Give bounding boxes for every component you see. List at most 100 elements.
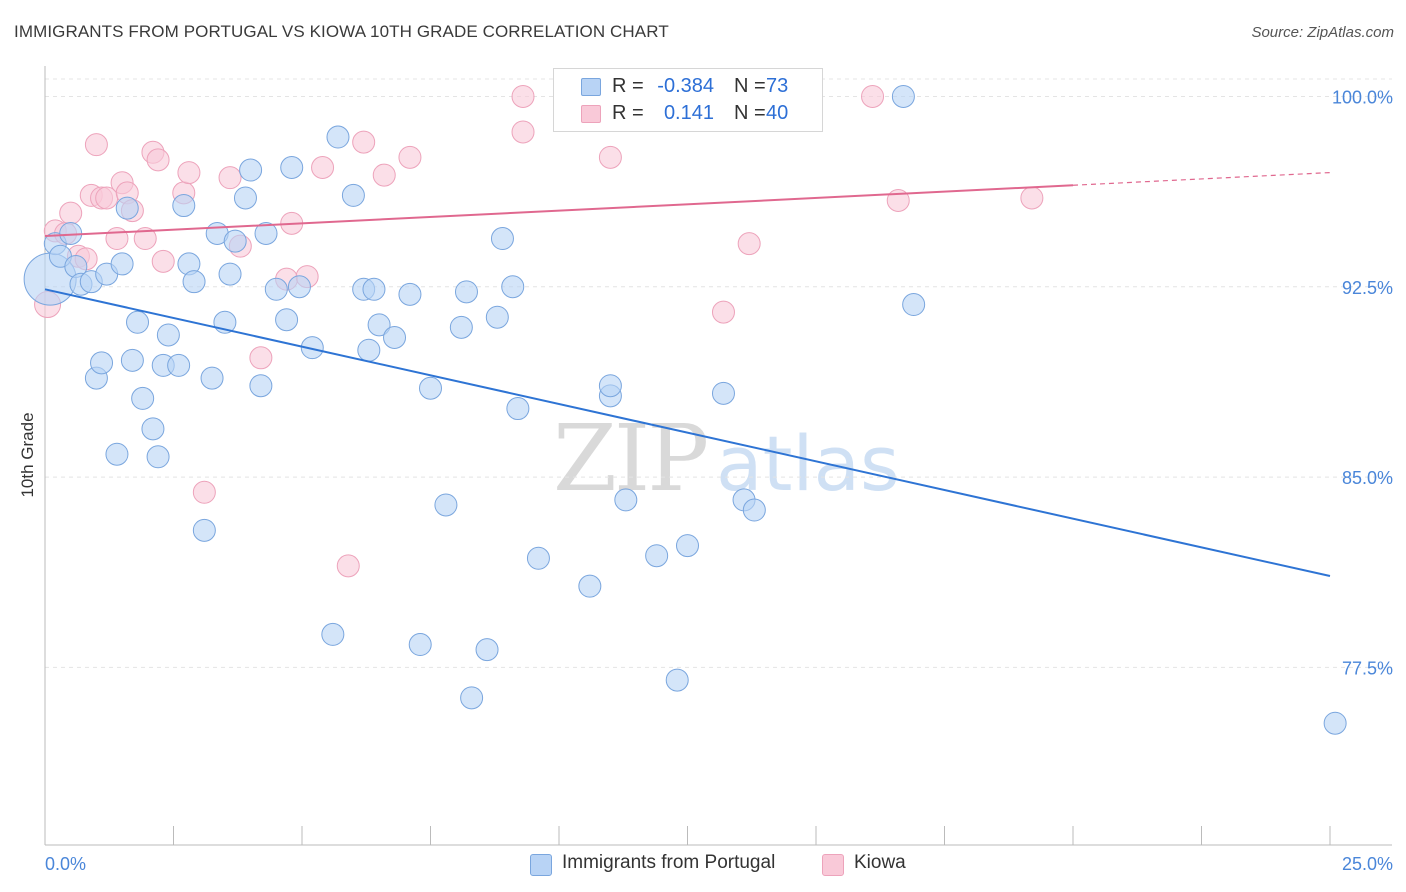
legend-label: Immigrants from Portugal xyxy=(562,852,776,873)
portugal-point xyxy=(146,445,170,469)
y-tick-label: 77.5% xyxy=(1342,658,1393,678)
portugal-point xyxy=(223,229,247,253)
portugal-point xyxy=(275,308,299,332)
kiowa-point xyxy=(105,227,129,251)
y-tick-label: 92.5% xyxy=(1342,278,1393,298)
portugal-point xyxy=(383,326,407,350)
legend-row-portugal: R = -0.384 N = 73 xyxy=(554,73,822,99)
portugal-point xyxy=(902,293,926,317)
portugal-point xyxy=(398,282,422,306)
blue-swatch xyxy=(530,854,552,876)
kiowa-point xyxy=(511,84,535,108)
kiowa-point xyxy=(177,161,201,185)
kiowa-point xyxy=(511,120,535,144)
n-label: N = xyxy=(734,102,766,124)
portugal-point xyxy=(341,183,365,207)
portugal-point xyxy=(192,518,216,542)
portugal-point xyxy=(321,622,345,646)
source-label: Source: ZipAtlas.com xyxy=(1251,24,1394,41)
portugal-point xyxy=(742,498,766,522)
n-label: N = xyxy=(734,75,766,97)
chart-title: IMMIGRANTS FROM PORTUGAL VS KIOWA 10TH G… xyxy=(14,22,669,41)
portugal-point xyxy=(90,351,114,375)
r-label: R = xyxy=(612,102,644,124)
portugal-point xyxy=(614,488,638,512)
portugal-point xyxy=(357,338,381,362)
portugal-point xyxy=(110,252,134,276)
kiowa-trend-extension xyxy=(1072,171,1331,186)
portugal-point xyxy=(264,277,288,301)
portugal-point xyxy=(182,270,206,294)
portugal-point xyxy=(326,125,350,149)
x-tick-label: 25.0% xyxy=(1342,854,1393,874)
portugal-point xyxy=(120,348,144,372)
pink-swatch xyxy=(822,854,844,876)
portugal-point xyxy=(408,633,432,657)
portugal-point xyxy=(485,305,509,329)
portugal-point xyxy=(167,353,191,377)
kiowa-point xyxy=(133,227,157,251)
portugal-point xyxy=(460,686,484,710)
kiowa-point xyxy=(861,84,885,108)
portugal-point xyxy=(676,534,699,558)
portugal-point xyxy=(506,397,530,421)
kiowa-point xyxy=(84,133,108,157)
portugal-point xyxy=(141,417,165,441)
y-tick-label: 100.0% xyxy=(1332,87,1393,107)
portugal-point xyxy=(280,155,304,179)
portugal-point xyxy=(454,280,478,304)
portugal-point xyxy=(362,277,386,301)
kiowa-point xyxy=(218,166,242,190)
x-tick-label: 0.0% xyxy=(45,854,86,874)
portugal-point xyxy=(645,544,669,568)
portugal-point xyxy=(598,374,622,398)
portugal-point xyxy=(490,227,514,251)
kiowa-point xyxy=(151,249,175,273)
kiowa-point xyxy=(192,480,216,504)
portugal-point xyxy=(115,196,139,220)
portugal-point xyxy=(1323,711,1347,735)
y-tick-label: 85.0% xyxy=(1342,468,1393,488)
kiowa-point xyxy=(737,232,761,256)
n-value: 40 xyxy=(766,102,789,124)
portugal-point xyxy=(367,313,391,337)
portugal-point xyxy=(239,158,263,182)
legend-label: Kiowa xyxy=(854,852,906,873)
portugal-point xyxy=(105,442,129,466)
stats-legend: R = -0.384 N = 73 R = 0.141 N = 40 xyxy=(553,68,823,132)
portugal-point xyxy=(156,323,180,347)
r-value: 0.141 xyxy=(663,102,714,124)
portugal-point xyxy=(434,493,458,517)
kiowa-point xyxy=(336,554,360,578)
portugal-point xyxy=(131,386,155,410)
y-axis-title: 10th Grade xyxy=(18,412,37,497)
portugal-point xyxy=(891,84,915,108)
portugal-point xyxy=(449,315,473,339)
portugal-point xyxy=(126,310,150,334)
kiowa-point xyxy=(711,300,735,324)
kiowa-point xyxy=(249,346,273,370)
n-value: 73 xyxy=(766,75,789,97)
portugal-point xyxy=(419,376,442,400)
kiowa-point xyxy=(372,163,396,187)
blue-swatch xyxy=(581,78,601,96)
kiowa-point xyxy=(398,145,422,169)
portugal-point xyxy=(233,186,257,210)
kiowa-point xyxy=(352,130,376,154)
kiowa-point xyxy=(311,155,335,179)
kiowa-point xyxy=(59,201,83,225)
portugal-point xyxy=(287,275,311,299)
portugal-point xyxy=(526,546,550,570)
kiowa-trend-line xyxy=(44,184,1074,238)
portugal-point xyxy=(172,194,196,218)
kiowa-point xyxy=(146,148,170,172)
portugal-point xyxy=(300,336,324,360)
r-label: R = xyxy=(612,75,644,97)
r-value: -0.384 xyxy=(657,75,714,97)
legend-row-kiowa: R = 0.141 N = 40 xyxy=(554,100,822,126)
portugal-point xyxy=(254,221,278,245)
portugal-trend-line xyxy=(44,288,1331,578)
portugal-point xyxy=(249,374,273,398)
kiowa-point xyxy=(598,145,622,169)
